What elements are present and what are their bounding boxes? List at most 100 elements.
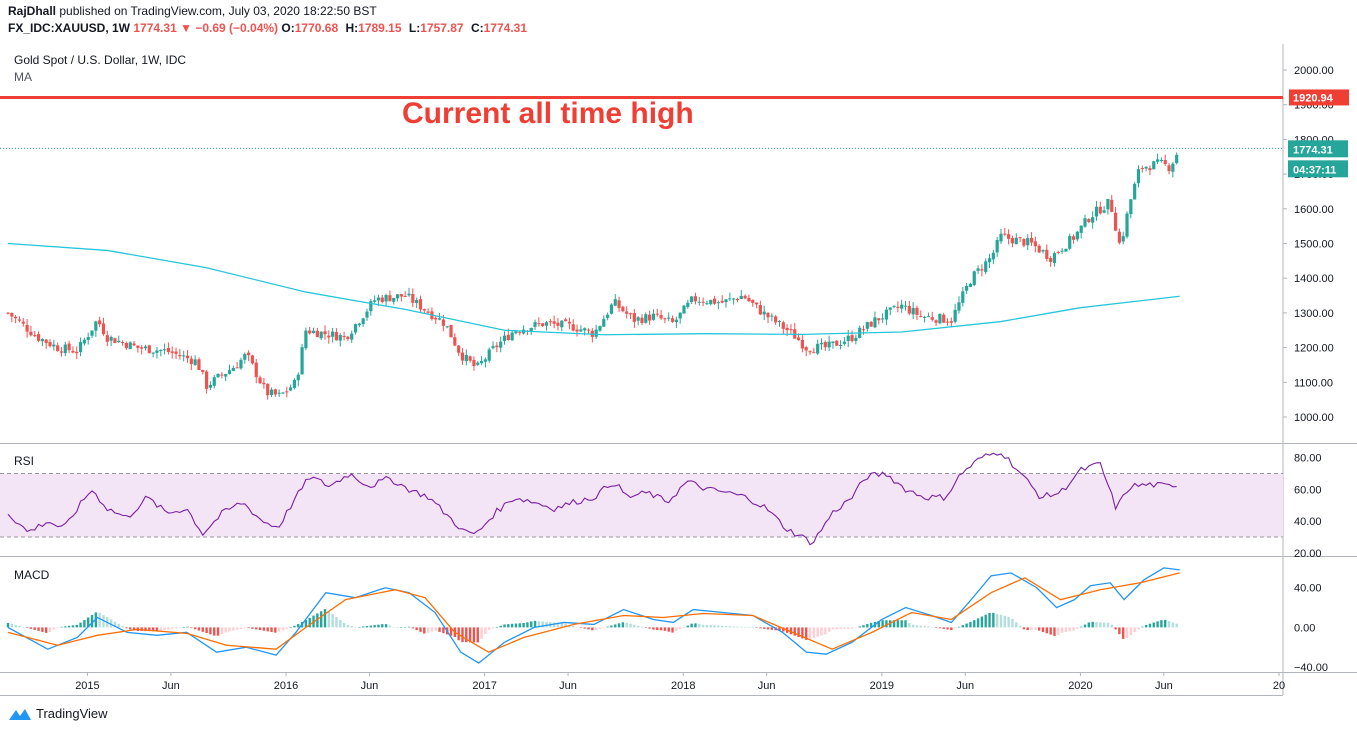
macd-hist-bar	[270, 627, 273, 632]
candle-body	[923, 316, 927, 318]
candle-body	[308, 330, 312, 334]
macd-hist-bar	[663, 627, 667, 631]
macd-hist-bar	[537, 621, 541, 628]
macd-hist-bar	[1095, 622, 1098, 628]
candle-body	[384, 295, 388, 302]
macd-hist-bar	[220, 627, 224, 635]
candle-body	[143, 346, 148, 349]
candle-body	[331, 331, 335, 337]
candle-body	[621, 306, 625, 312]
macd-hist-bar	[805, 627, 808, 640]
candle-body	[644, 314, 648, 323]
candle-body	[984, 261, 988, 272]
macd-hist-bar	[1018, 625, 1022, 628]
candle-body	[250, 355, 255, 364]
candle-body	[437, 318, 442, 320]
candle-body	[579, 329, 583, 332]
macd-hist-bar	[442, 627, 445, 634]
macd-hist-bar	[1003, 615, 1007, 628]
candle-body	[999, 233, 1003, 242]
macd-hist-bar	[472, 627, 476, 643]
candle-body	[162, 349, 167, 351]
candle-body	[842, 341, 847, 344]
candle-body	[877, 318, 881, 321]
macd-hist-bar	[1114, 627, 1117, 630]
candle-body	[823, 341, 827, 348]
candle-body	[342, 335, 346, 337]
tradingview-footer[interactable]: TradingView	[8, 706, 108, 721]
candle-body	[208, 384, 213, 388]
candle-body	[728, 298, 732, 300]
macd-hist-bar	[476, 627, 479, 643]
macd-hist-bar	[289, 627, 292, 628]
macd-hist-bar	[816, 627, 819, 637]
candle-body	[468, 356, 472, 361]
macd-hist-bar	[965, 623, 968, 628]
candle-body	[804, 347, 808, 351]
macd-hist-bar	[499, 625, 502, 628]
macd-hist-bar	[713, 625, 716, 628]
candle-body	[434, 317, 438, 320]
candle-body	[544, 322, 549, 326]
macd-hist-bar	[988, 612, 991, 628]
macd-hist-bar	[1072, 627, 1075, 631]
candle-body	[1163, 159, 1167, 165]
macd-hist-bar	[6, 622, 10, 628]
macd-hist-bar	[931, 627, 934, 628]
macd-hist-bar	[885, 620, 888, 628]
candle-body	[315, 330, 319, 338]
macd-hist-bar	[732, 626, 735, 628]
candle-body	[262, 382, 266, 385]
candle-body	[678, 312, 682, 319]
macd-hist-bar	[64, 626, 67, 628]
macd-hist-bar	[636, 625, 640, 628]
time-tick-label: Jun	[956, 680, 974, 692]
macd-hist-bar	[545, 621, 548, 628]
macd-hist-bar	[1053, 627, 1056, 636]
macd-hist-bar	[266, 627, 269, 632]
candle-body	[185, 355, 190, 359]
macd-hist-bar	[904, 620, 907, 628]
candle-body	[659, 315, 663, 319]
candle-body	[709, 299, 713, 305]
candle-body	[212, 377, 216, 386]
candle-body	[182, 355, 186, 357]
candle-body	[762, 311, 766, 315]
candle-body	[1037, 245, 1041, 253]
open-value: 1770.68	[294, 21, 339, 35]
macd-hist-bar	[984, 614, 987, 628]
candle-body	[541, 323, 545, 327]
candle-body	[334, 332, 339, 341]
candle-body	[1041, 250, 1045, 252]
candle-body	[193, 359, 197, 365]
macd-hist-bar	[1087, 622, 1091, 628]
candle-body	[63, 344, 67, 354]
candle-body	[770, 315, 774, 317]
macd-hist-bar	[415, 627, 418, 631]
candle-body	[667, 317, 671, 319]
candle-body	[655, 313, 659, 315]
candle-body	[968, 283, 973, 287]
candle-body	[52, 344, 56, 347]
candle-body	[586, 329, 591, 331]
price-tick-label: 1100.00	[1294, 377, 1333, 389]
macd-hist-bar	[1106, 622, 1110, 628]
macd-hist-bar	[667, 627, 670, 632]
macd-hist-bar	[83, 620, 86, 628]
macd-hist-bar	[976, 618, 980, 628]
candle-body	[724, 299, 728, 303]
macd-hist-bar	[1152, 622, 1155, 628]
last-price-tag-label: 1774.31	[1293, 144, 1333, 156]
macd-hist-bar	[946, 627, 949, 630]
candle-body	[1129, 199, 1133, 215]
macd-pane-title: MACD	[14, 568, 50, 582]
candle-body	[972, 271, 976, 285]
macd-hist-bar	[900, 620, 903, 628]
candle-body	[1167, 165, 1171, 172]
macd-hist-bar	[526, 622, 529, 628]
macd-hist-bar	[258, 627, 262, 631]
candle-body	[178, 354, 182, 357]
macd-hist-bar	[423, 627, 426, 634]
macd-hist-bar	[850, 627, 854, 629]
